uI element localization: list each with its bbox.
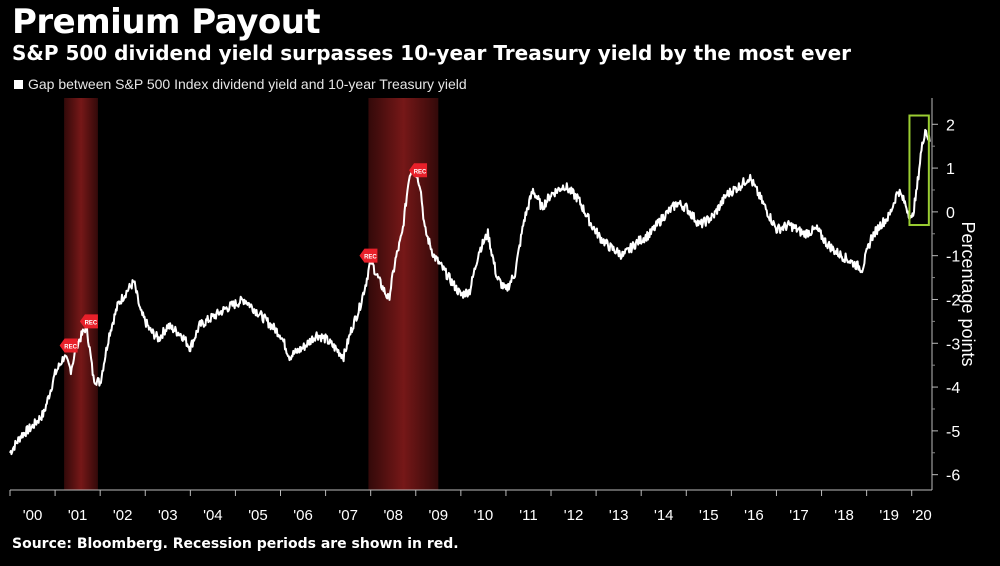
x-tick-label: '00 [23,507,43,524]
chart-subtitle: S&P 500 dividend yield surpasses 10-year… [12,41,851,65]
x-tick-label: '20 [912,507,932,524]
series-line [9,128,931,456]
recession-marker-label: REC [64,344,77,350]
recession-marker-label: REC [414,169,427,175]
x-tick-label: '08 [383,507,403,524]
y-tick-label: -1 [946,249,960,266]
x-tick-label: '16 [744,507,764,524]
recession-marker-3 [409,163,428,178]
y-tick-label: -2 [946,292,960,309]
legend-swatch [14,79,23,89]
x-tick-label: '02 [113,507,133,524]
x-tick-label: '17 [789,507,809,524]
x-tick-label: '01 [68,507,88,524]
x-tick-label: '06 [293,507,313,524]
recession-marker-1 [79,314,98,329]
y-tick-label: -6 [946,468,960,485]
x-tick-label: '04 [203,507,223,524]
x-tick-label: '10 [474,507,494,524]
recession-marker-label: REC [364,255,377,261]
x-tick-label: '05 [248,507,268,524]
legend: Gap between S&P 500 Index dividend yield… [14,76,467,92]
x-tick-label: '09 [429,507,449,524]
recession-band-1 [368,98,439,490]
y-axis-title: Percentage points [958,221,978,366]
recession-marker-2 [359,248,378,263]
y-tick-label: 0 [946,205,955,222]
source-note: Source: Bloomberg. Recession periods are… [12,536,459,552]
legend-label: Gap between S&P 500 Index dividend yield… [28,76,467,92]
x-tick-label: '07 [338,507,358,524]
y-tick-label: -3 [946,336,960,353]
x-tick-label: '15 [699,507,719,524]
x-tick-label: '18 [834,507,854,524]
x-tick-label: '03 [158,507,178,524]
x-tick-label: '19 [879,507,899,524]
y-tick-label: 2 [946,117,955,134]
x-tick-label: '13 [609,507,629,524]
x-tick-label: '12 [564,507,584,524]
chart-title: Premium Payout [12,2,321,42]
recession-marker-0 [59,338,78,353]
x-tick-label: '14 [654,507,674,524]
y-tick-label: 1 [946,161,955,178]
recession-band-0 [64,98,98,490]
y-tick-label: -5 [946,424,960,441]
highlight-box [908,114,930,227]
recession-marker-label: REC [85,320,98,326]
x-tick-label: '11 [519,507,537,524]
y-tick-label: -4 [946,380,960,397]
